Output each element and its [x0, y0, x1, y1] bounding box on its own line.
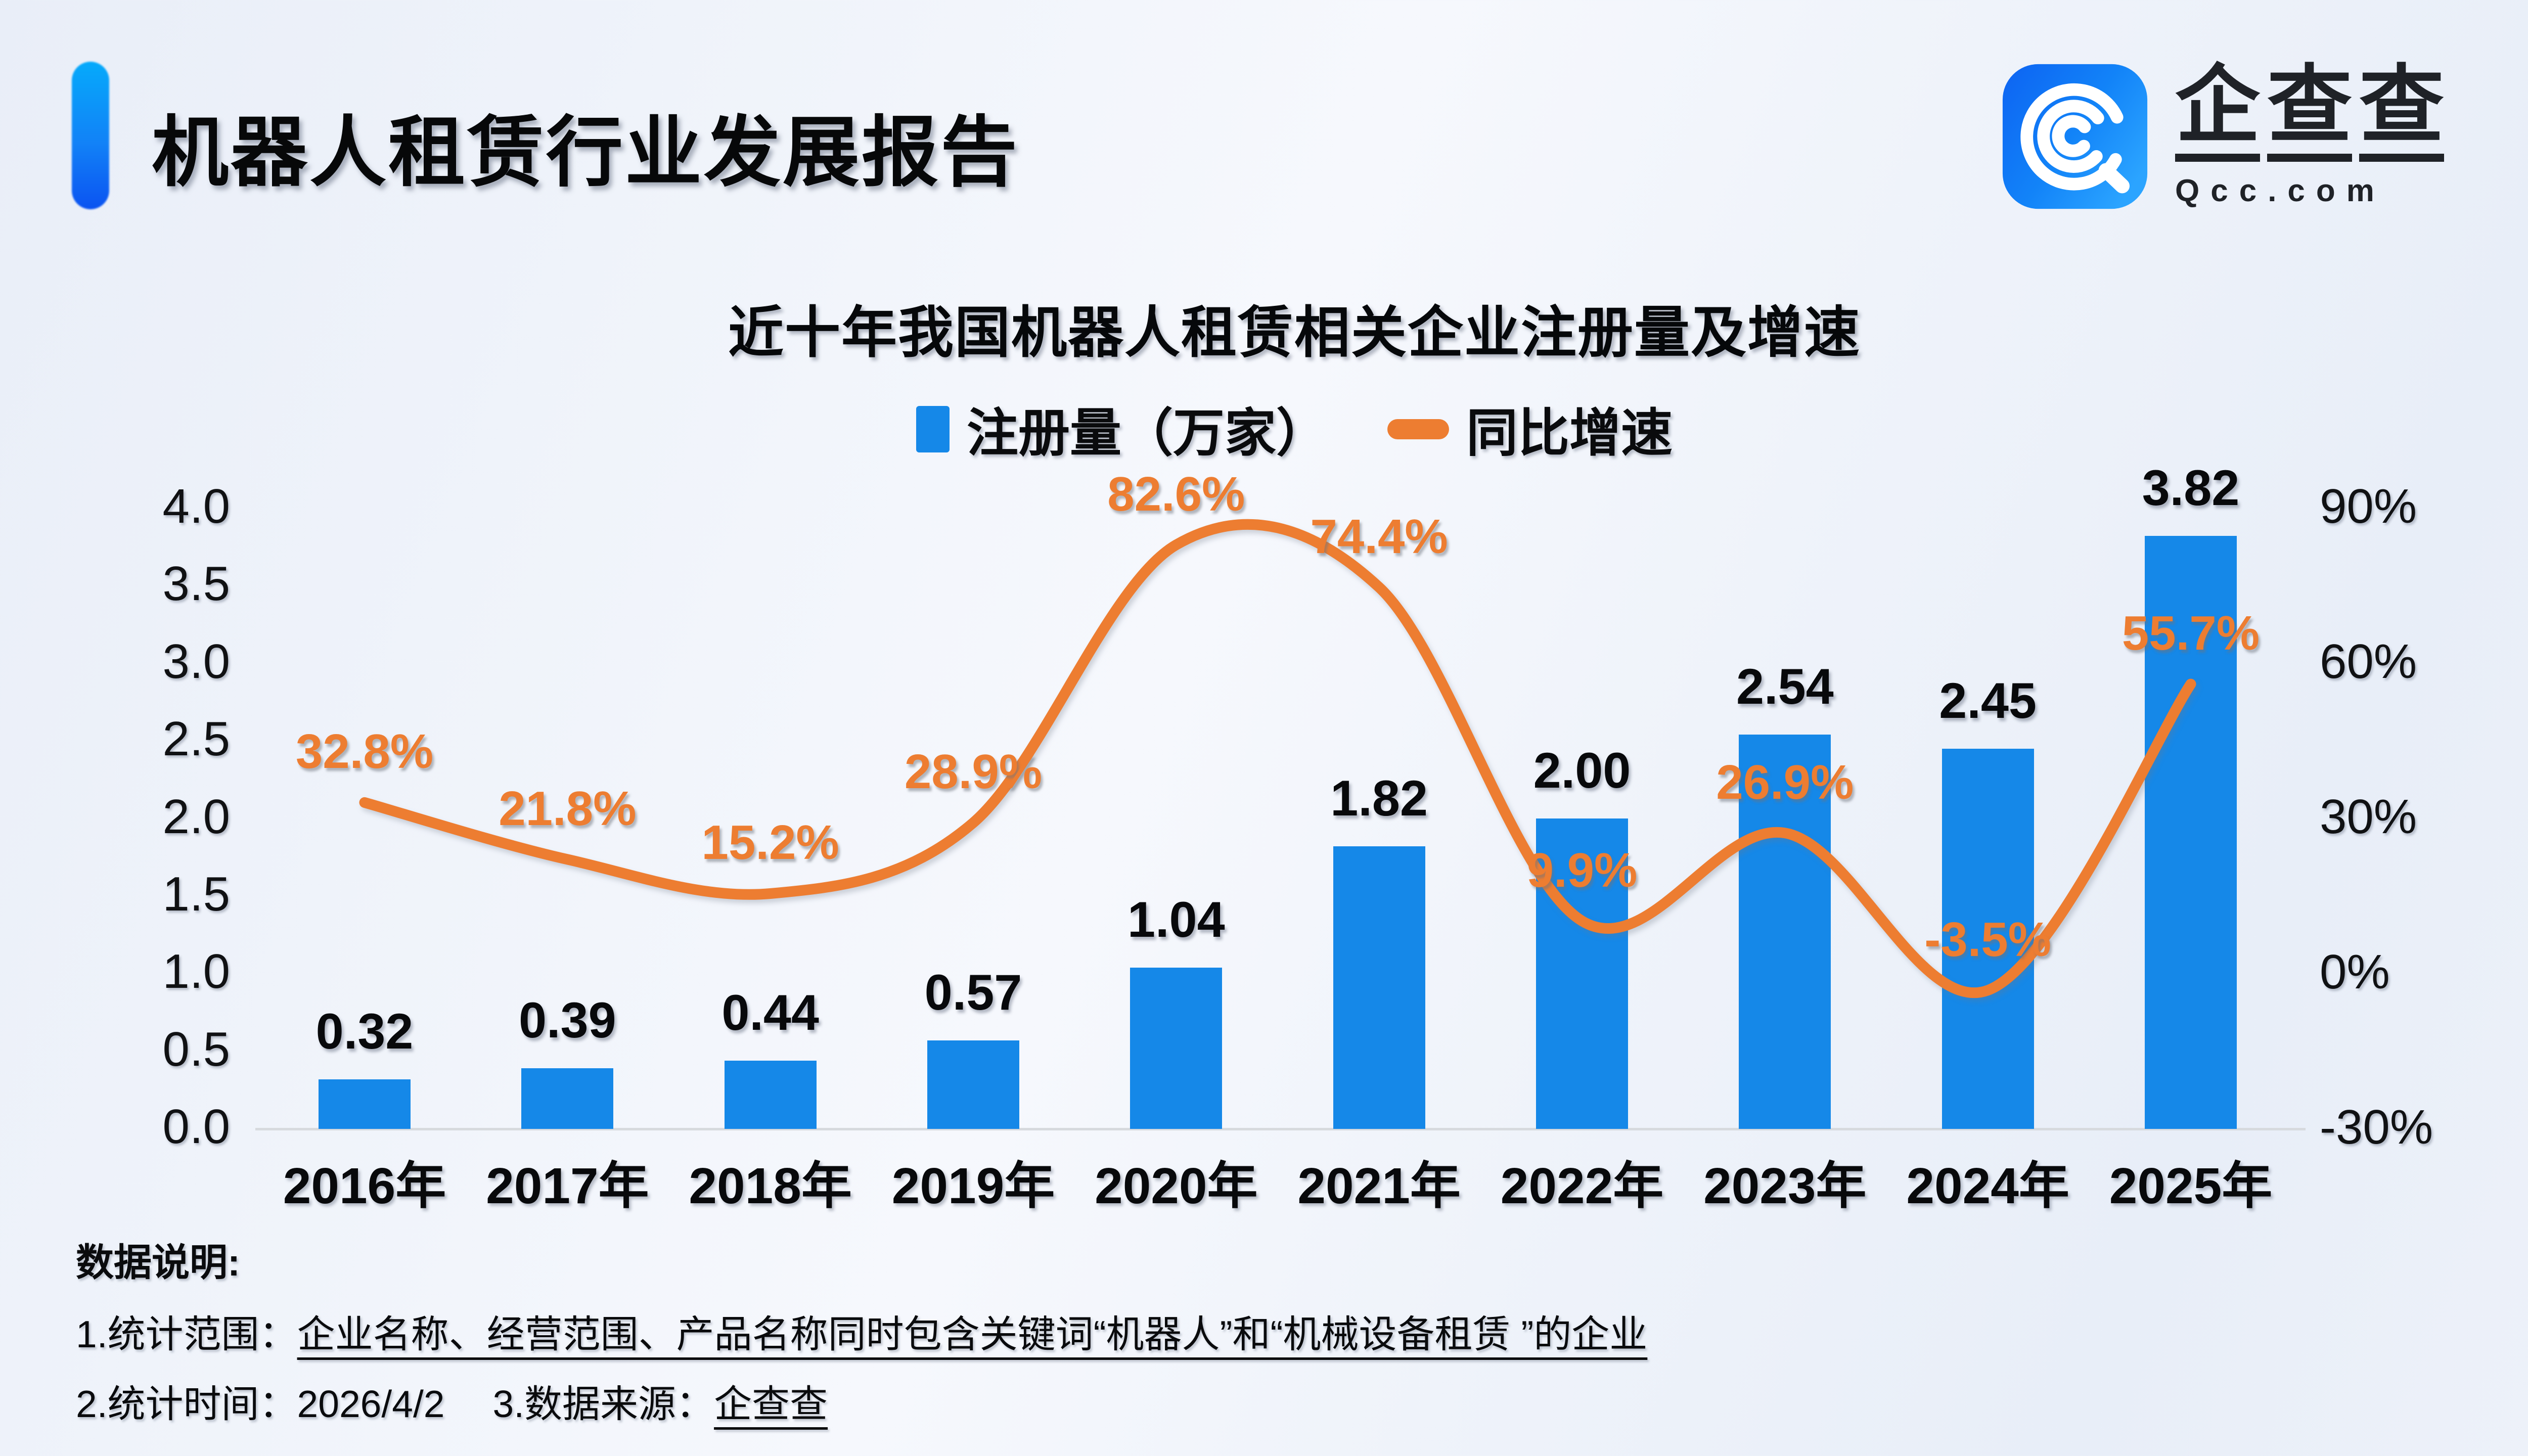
growth-point-label: 32.8%	[295, 724, 434, 779]
notes-line2: 2.统计时间：2026/4/2 3.数据来源：企查查	[76, 1373, 828, 1428]
growth-point-label: 28.9%	[904, 745, 1043, 799]
x-axis-label: 2024年	[1906, 1158, 2069, 1214]
growth-line	[359, 519, 2196, 998]
qcc-logo: 企 查 查 Qcc.com	[2001, 63, 2444, 210]
bar-value-label: 2.00	[1533, 742, 1631, 798]
x-axis-label: 2019年	[891, 1158, 1055, 1214]
growth-point-label: 15.2%	[701, 815, 839, 870]
growth-point-label: 9.9%	[1526, 843, 1638, 897]
qcc-logo-icon	[2002, 64, 2148, 209]
legend-line-label: 同比增速	[1466, 404, 1673, 462]
right-axis-tick: 0%	[2320, 945, 2390, 999]
bar	[1130, 967, 1223, 1129]
bar	[1536, 818, 1628, 1129]
x-axis-label: 2017年	[486, 1158, 649, 1214]
notes-line1: 1.统计范围：企业名称、经营范围、产品名称同时包含关键词“机器人”和“机械设备租…	[76, 1303, 1647, 1358]
bar-value-label: 0.44	[721, 984, 819, 1040]
bar	[2144, 536, 2237, 1129]
legend: 注册量（万家） 同比增速	[0, 392, 2528, 466]
bar-value-label: 1.04	[1127, 891, 1225, 947]
left-axis-tick: 4.0	[162, 479, 230, 533]
logo-char: 查	[2359, 63, 2444, 162]
legend-line-swatch	[1387, 419, 1449, 439]
notes-line2-source-prefix: 3.数据来源：	[492, 1383, 714, 1425]
bar-value-label: 3.82	[2142, 460, 2240, 516]
growth-point-label: 21.8%	[499, 781, 637, 836]
bar-value-label: 2.54	[1736, 658, 1834, 715]
right-axis-tick: 60%	[2320, 634, 2417, 689]
qcc-wordmark: 企 查 查 Qcc.com	[2175, 63, 2444, 209]
x-axis-label: 2018年	[689, 1158, 852, 1214]
chart-title: 近十年我国机器人租赁相关企业注册量及增速	[728, 302, 1861, 364]
left-axis-tick: 2.0	[162, 789, 230, 844]
x-axis-label: 2023年	[1703, 1158, 1867, 1214]
legend-bar-swatch	[916, 405, 950, 452]
bar	[927, 1040, 1019, 1129]
bar-value-label: 2.45	[1939, 672, 2037, 729]
bar-value-label: 0.32	[315, 1003, 414, 1059]
bar	[521, 1068, 614, 1129]
x-axis-label: 2021年	[1297, 1158, 1461, 1214]
bar-value-label: 1.82	[1330, 770, 1428, 827]
notes-line2-time: 2.统计时间：2026/4/2	[76, 1383, 445, 1425]
notes-line1-prefix: 1.统计范围：	[76, 1313, 297, 1355]
bar	[319, 1079, 411, 1129]
bar-value-label: 0.57	[924, 964, 1022, 1020]
x-axis-line	[255, 1128, 2306, 1130]
logo-domain: Qcc.com	[2175, 173, 2385, 208]
page-title: 机器人租赁行业发展报告	[152, 110, 1019, 196]
x-axis-label: 2016年	[283, 1158, 446, 1214]
left-axis-tick: 3.5	[162, 557, 230, 611]
bar	[1942, 748, 2034, 1129]
bar	[1333, 846, 1425, 1129]
left-axis-tick: 0.0	[162, 1100, 230, 1154]
growth-point-label: 82.6%	[1107, 467, 1245, 521]
logo-char: 企	[2175, 63, 2260, 162]
right-axis-tick: 90%	[2320, 479, 2417, 533]
growth-point-label: -3.5%	[1924, 912, 2052, 967]
notes-line1-underlined: 企业名称、经营范围、产品名称同时包含关键词“机器人”和“机械设备租赁 ”的企业	[297, 1313, 1648, 1355]
bar	[1739, 735, 1831, 1129]
logo-char: 查	[2267, 63, 2352, 162]
x-axis-label: 2025年	[2109, 1158, 2273, 1214]
x-axis-label: 2020年	[1095, 1158, 1258, 1214]
left-axis-tick: 2.5	[162, 712, 230, 766]
growth-point-label: 55.7%	[2121, 606, 2260, 660]
left-axis-tick: 1.5	[162, 867, 230, 921]
title-accent-bar	[72, 62, 109, 209]
left-axis-tick: 3.0	[162, 634, 230, 689]
growth-point-label: 26.9%	[1716, 755, 1854, 809]
x-axis-label: 2022年	[1500, 1158, 1664, 1214]
notes-line2-source: 企查查	[714, 1383, 828, 1425]
left-axis-tick: 1.0	[162, 944, 230, 999]
notes-heading: 数据说明:	[76, 1241, 240, 1284]
right-axis-tick: -30%	[2320, 1100, 2433, 1154]
legend-bar-label: 注册量（万家）	[967, 404, 1328, 462]
bar	[724, 1060, 817, 1129]
left-axis-tick: 0.5	[162, 1022, 230, 1076]
bar-value-label: 0.39	[518, 992, 616, 1049]
growth-point-label: 74.4%	[1310, 509, 1448, 564]
right-axis-tick: 30%	[2320, 790, 2417, 844]
